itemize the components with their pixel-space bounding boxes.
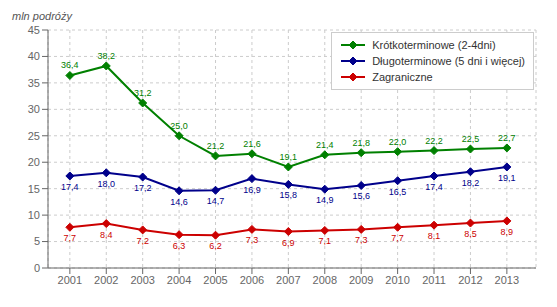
- svg-text:2008: 2008: [313, 274, 337, 286]
- svg-text:7,7: 7,7: [64, 233, 77, 243]
- svg-text:40: 40: [28, 50, 40, 62]
- svg-text:2010: 2010: [385, 274, 409, 286]
- svg-text:17,4: 17,4: [425, 182, 443, 192]
- svg-text:2002: 2002: [94, 274, 118, 286]
- svg-text:38,2: 38,2: [98, 51, 116, 61]
- svg-text:2007: 2007: [276, 274, 300, 286]
- svg-text:19,1: 19,1: [498, 173, 516, 183]
- svg-text:8,1: 8,1: [428, 231, 441, 241]
- svg-text:7,7: 7,7: [391, 233, 404, 243]
- html-text:mln podróży: mln podróży: [12, 10, 72, 22]
- svg-text:20: 20: [28, 156, 40, 168]
- svg-text:18,2: 18,2: [462, 178, 480, 188]
- svg-text:16,5: 16,5: [389, 187, 407, 197]
- svg-text:22,5: 22,5: [462, 134, 480, 144]
- svg-text:30: 30: [28, 103, 40, 115]
- svg-text:22,7: 22,7: [498, 133, 516, 143]
- html-text:Zagraniczne: Zagraniczne: [372, 71, 433, 83]
- svg-text:10: 10: [28, 209, 40, 221]
- svg-text:15,8: 15,8: [280, 190, 298, 200]
- svg-text:2011: 2011: [422, 274, 446, 286]
- svg-text:0: 0: [34, 262, 40, 274]
- svg-text:15: 15: [28, 183, 40, 195]
- svg-text:21,6: 21,6: [243, 139, 261, 149]
- svg-text:45: 45: [28, 24, 40, 36]
- svg-text:14,9: 14,9: [316, 195, 334, 205]
- svg-text:2006: 2006: [240, 274, 264, 286]
- svg-text:8,9: 8,9: [501, 227, 514, 237]
- svg-text:17,2: 17,2: [134, 183, 152, 193]
- svg-text:22,0: 22,0: [389, 137, 407, 147]
- html-text:Krótkoterminowe (2-4dni): Krótkoterminowe (2-4dni): [372, 39, 496, 51]
- svg-text:2012: 2012: [458, 274, 482, 286]
- svg-text:17,4: 17,4: [61, 182, 79, 192]
- svg-text:2003: 2003: [130, 274, 154, 286]
- svg-text:6,3: 6,3: [173, 241, 186, 251]
- svg-text:2004: 2004: [167, 274, 191, 286]
- svg-text:8,4: 8,4: [100, 230, 113, 240]
- svg-text:5: 5: [34, 235, 40, 247]
- svg-text:8,5: 8,5: [464, 229, 477, 239]
- svg-text:6,2: 6,2: [209, 241, 222, 251]
- svg-text:14,7: 14,7: [207, 196, 225, 206]
- svg-text:21,2: 21,2: [207, 141, 225, 151]
- svg-text:2005: 2005: [203, 274, 227, 286]
- svg-text:14,6: 14,6: [170, 197, 188, 207]
- svg-text:35: 35: [28, 77, 40, 89]
- svg-text:25: 25: [28, 130, 40, 142]
- svg-text:22,2: 22,2: [425, 136, 443, 146]
- svg-text:16,9: 16,9: [243, 185, 261, 195]
- svg-text:25,0: 25,0: [170, 121, 188, 131]
- svg-text:19,1: 19,1: [280, 152, 298, 162]
- svg-text:36,4: 36,4: [61, 60, 79, 70]
- svg-text:7,3: 7,3: [355, 235, 368, 245]
- svg-text:31,2: 31,2: [134, 88, 152, 98]
- svg-text:2013: 2013: [495, 274, 519, 286]
- svg-text:18,0: 18,0: [98, 179, 116, 189]
- svg-text:7,3: 7,3: [246, 235, 259, 245]
- svg-text:15,6: 15,6: [352, 191, 370, 201]
- svg-text:21,4: 21,4: [316, 140, 334, 150]
- svg-text:6,9: 6,9: [282, 238, 295, 248]
- svg-text:21,8: 21,8: [352, 138, 370, 148]
- svg-text:7,2: 7,2: [136, 236, 149, 246]
- html-text:Długoterminowe (5 dni i więcej: Długoterminowe (5 dni i więcej): [372, 55, 525, 67]
- svg-text:7,1: 7,1: [319, 236, 332, 246]
- svg-text:2009: 2009: [349, 274, 373, 286]
- svg-text:2001: 2001: [58, 274, 82, 286]
